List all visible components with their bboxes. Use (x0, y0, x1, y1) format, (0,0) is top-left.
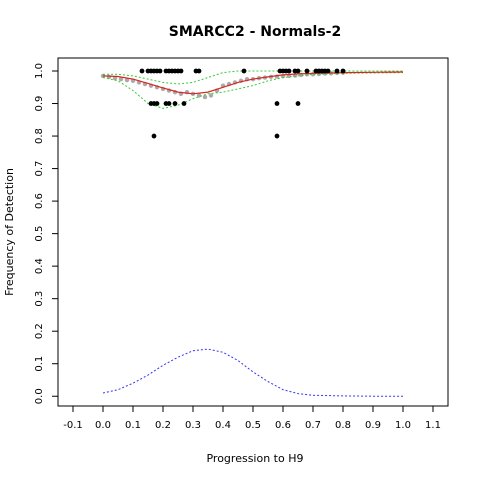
chart-title: SMARCC2 - Normals-2 (169, 24, 341, 40)
y-tick-label: 0.3 (34, 291, 45, 307)
data-point (196, 68, 202, 74)
y-axis-label: Frequency of Detection (3, 168, 16, 296)
y-tick-label: 0.0 (34, 388, 45, 404)
confidence-band-lower (102, 72, 404, 109)
x-tick-label: 0.1 (125, 420, 141, 431)
running-mean-point (112, 75, 118, 81)
y-tick-label: 0.4 (34, 258, 45, 274)
x-tick-label: 0.3 (185, 420, 201, 431)
data-point (274, 101, 280, 106)
x-axis-label: Progression to H9 (206, 452, 303, 465)
x-tick-label: 0.9 (365, 420, 381, 431)
data-point (274, 133, 280, 139)
y-tick-label: 0.5 (34, 226, 45, 242)
y-tick-label: 0.9 (34, 96, 45, 112)
x-tick-label: 0.4 (215, 420, 231, 431)
data-point (139, 68, 145, 74)
fitted-curve (102, 71, 404, 95)
running-mean-point (196, 93, 202, 98)
y-tick-label: 0.6 (34, 193, 45, 209)
data-point (334, 68, 340, 74)
running-mean-point (202, 94, 208, 100)
data-point (295, 101, 301, 106)
x-tick-label: 0.0 (95, 420, 111, 431)
x-tick-label: 0.7 (305, 420, 321, 431)
data-point (154, 101, 160, 106)
x-axis: -0.1 0.0 0.1 0.2 0.3 0.4 0.5 0.6 0.7 0.8 0.9 1.0 1.1 (63, 406, 441, 431)
y-tick-label: 0.7 (34, 161, 45, 177)
x-tick-label: 1.1 (425, 420, 441, 431)
data-point (181, 101, 187, 106)
running-mean-point (118, 76, 124, 82)
y-tick-label: 0.1 (34, 356, 45, 372)
confidence-band-upper (103, 70, 403, 85)
data-point (325, 68, 331, 74)
data-point (178, 68, 184, 74)
running-mean-point (208, 93, 214, 98)
data-point (286, 68, 292, 74)
data-point (157, 68, 163, 74)
x-tick-label: -0.1 (63, 420, 83, 431)
data-point (151, 133, 157, 139)
running-mean-point (124, 77, 130, 83)
x-tick-label: 0.8 (335, 420, 351, 431)
series-layer (100, 68, 404, 397)
x-tick-label: 0.5 (245, 420, 261, 431)
data-point (340, 68, 346, 74)
x-tick-label: 1.0 (395, 420, 411, 431)
data-point (241, 68, 247, 74)
data-point (172, 101, 178, 106)
y-tick-label: 1.0 (34, 63, 45, 79)
x-tick-label: 0.2 (155, 420, 171, 431)
y-axis: 0.0 0.1 0.2 0.3 0.4 0.5 0.6 0.7 0.8 0.9 1.0 (34, 63, 58, 404)
plot-frame (57, 57, 449, 407)
data-point (304, 68, 310, 74)
y-tick-label: 0.2 (34, 323, 45, 339)
data-point (295, 68, 301, 74)
x-tick-label: 0.6 (275, 420, 291, 431)
y-tick-label: 0.8 (34, 128, 45, 144)
data-point (166, 101, 172, 106)
density-curve (102, 348, 403, 397)
